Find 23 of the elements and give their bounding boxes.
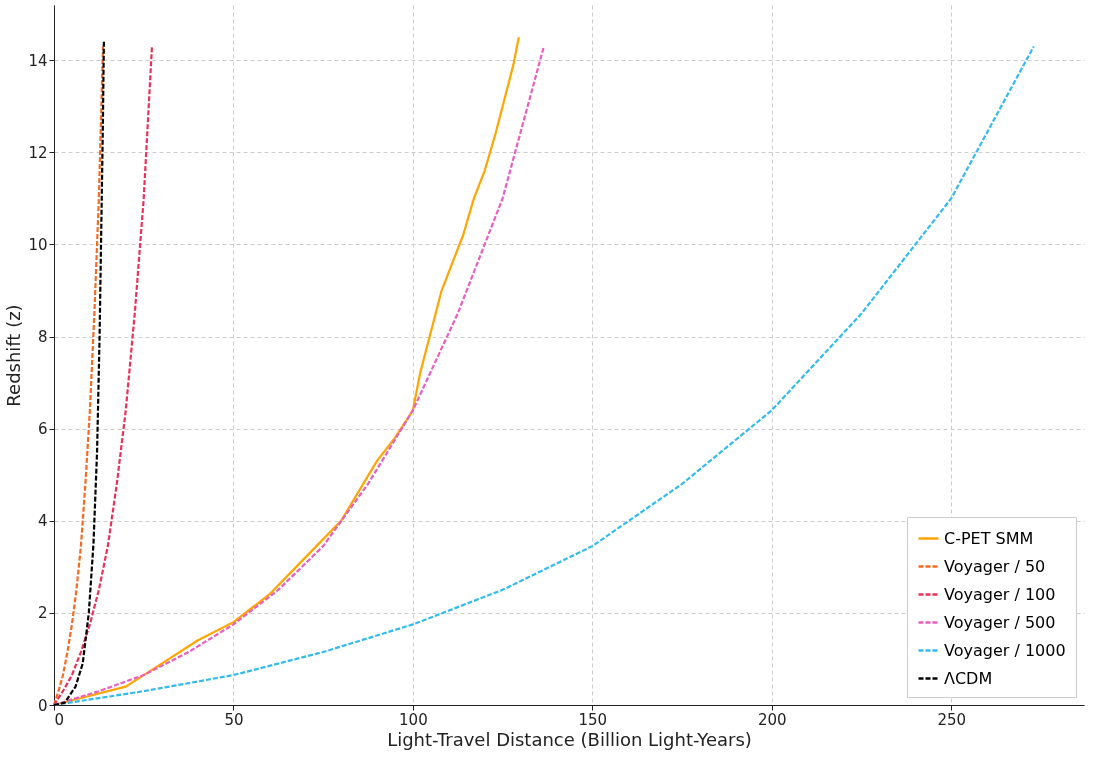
legend-label: Voyager / 50: [944, 556, 1046, 576]
legend-label: Voyager / 1000: [944, 640, 1066, 660]
legend-label: C-PET SMM: [944, 528, 1034, 548]
y-tick-label: 6: [37, 420, 48, 439]
line-series: [52, 45, 154, 707]
y-tick-label: 14: [28, 51, 48, 70]
y-axis-title: Redshift (z): [3, 304, 25, 407]
y-tick-label: 2: [37, 604, 48, 623]
x-tick-label: 50: [224, 710, 244, 729]
y-tick-label: 8: [37, 328, 48, 347]
legend-label: ΛCDM: [944, 668, 993, 688]
y-tick-label: 4: [37, 512, 48, 531]
x-tick-label: 200: [757, 710, 787, 729]
y-tick-label: 12: [28, 143, 48, 162]
x-tick-label: 0: [54, 710, 65, 729]
legend-label: Voyager / 100: [944, 584, 1056, 604]
x-axis-title: Light-Travel Distance (Billion Light-Years): [387, 728, 752, 750]
x-tick-label: 150: [578, 710, 608, 729]
x-tick-label: 100: [399, 710, 428, 729]
x-tick-label: 250: [937, 710, 967, 729]
y-tick-label: 10: [28, 235, 48, 254]
y-tick-label: 0: [37, 696, 48, 715]
legend-label: Voyager / 500: [944, 612, 1056, 632]
